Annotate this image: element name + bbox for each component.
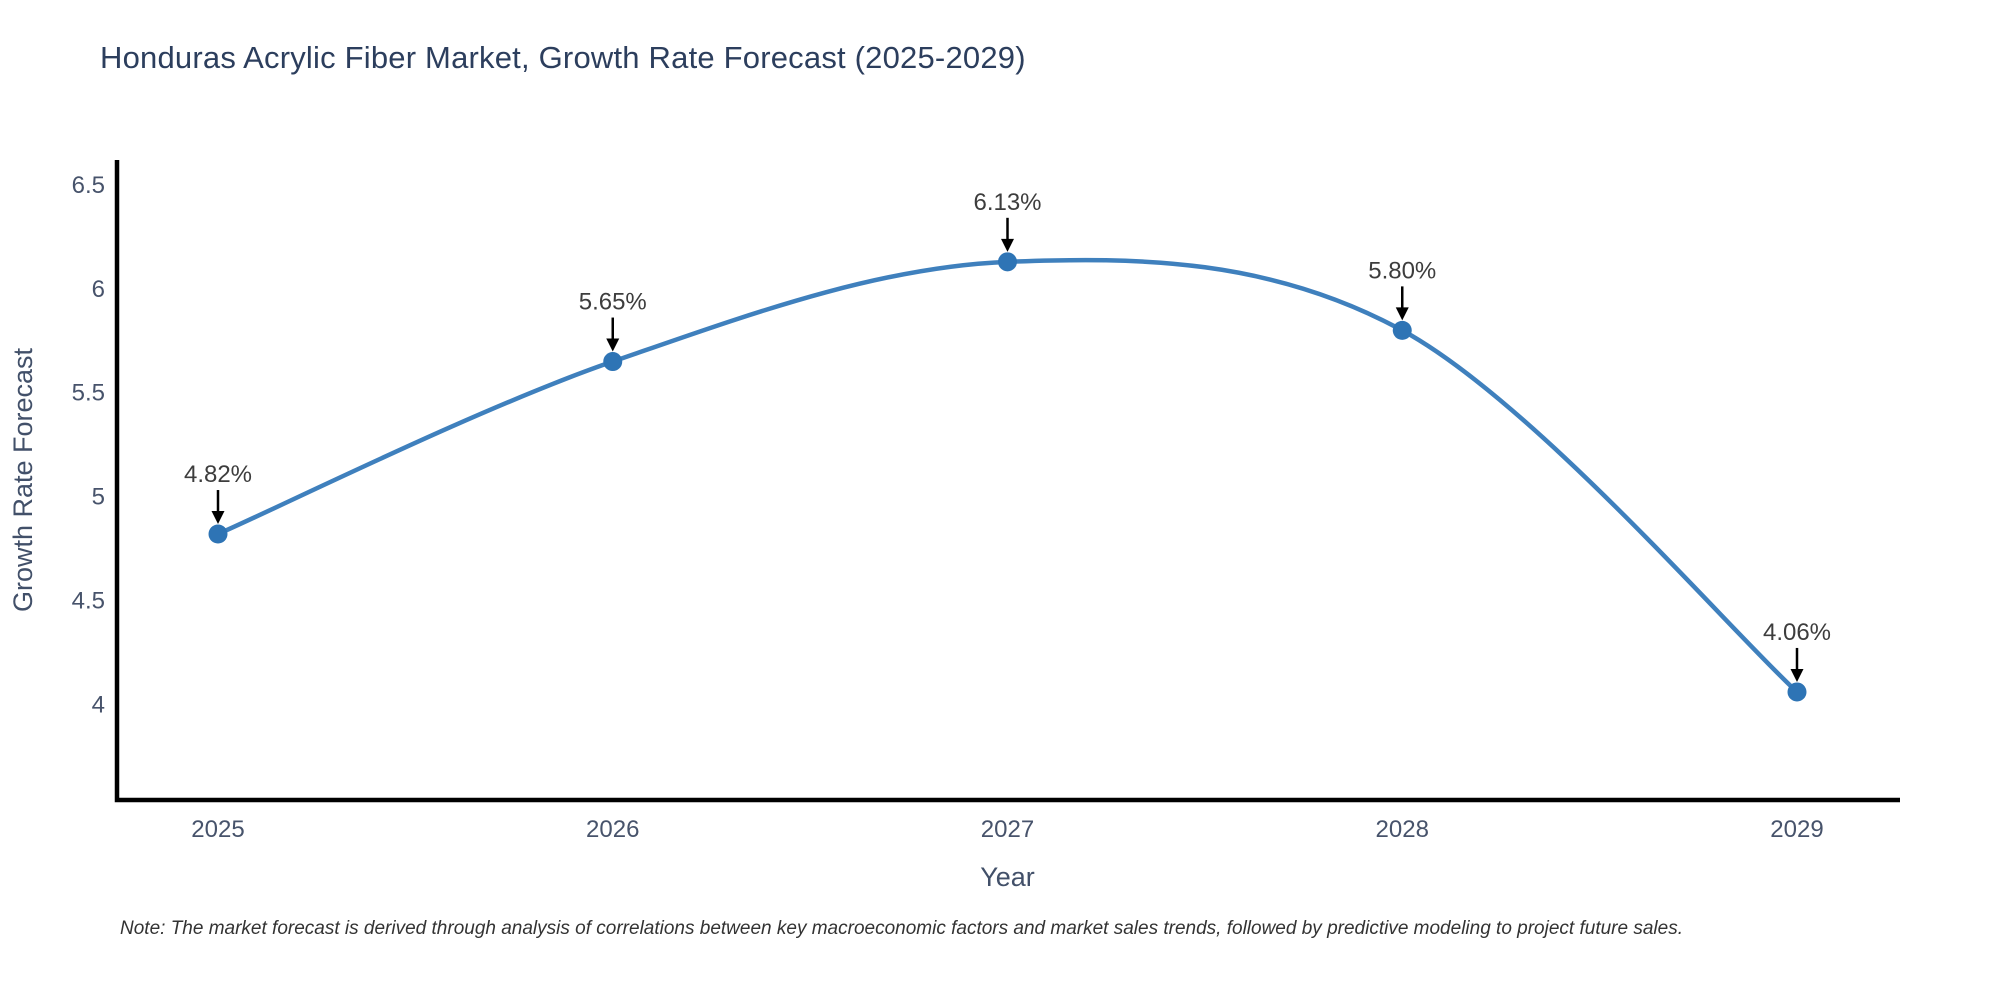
axis-lines — [114, 160, 1900, 803]
y-axis-title: Growth Rate Forecast — [8, 347, 38, 612]
data-point-marker — [1787, 682, 1807, 702]
data-point-label: 6.13% — [973, 189, 1041, 216]
y-tick-label: 5.5 — [72, 380, 105, 407]
x-tick-label: 2029 — [1770, 816, 1823, 843]
x-tick-label: 2028 — [1376, 816, 1429, 843]
data-point-marker — [998, 252, 1017, 272]
data-point-label: 4.82% — [184, 461, 252, 488]
data-point-marker — [208, 524, 228, 544]
data-point-label: 5.65% — [579, 289, 647, 316]
x-axis-title: Year — [980, 862, 1035, 892]
annotation-arrowhead — [1790, 668, 1804, 682]
annotation-arrowhead — [1001, 238, 1014, 252]
annotation-arrowhead — [211, 511, 225, 525]
annotation-arrowhead — [1395, 307, 1409, 321]
forecast-line — [215, 257, 1800, 695]
x-tick-label: 2026 — [586, 816, 639, 843]
data-point-marker — [603, 352, 623, 372]
y-tick-label: 6.5 — [72, 172, 105, 199]
y-tick-label: 6 — [92, 276, 105, 303]
data-point-label: 5.80% — [1368, 257, 1436, 284]
x-tick-label: 2027 — [981, 816, 1034, 843]
data-point-marker — [1392, 320, 1412, 340]
y-tick-label: 4.5 — [72, 588, 105, 615]
y-tick-label: 4 — [92, 691, 105, 718]
x-tick-label: 2025 — [191, 816, 244, 843]
y-tick-label: 5 — [92, 484, 105, 511]
chart-title: Honduras Acrylic Fiber Market, Growth Ra… — [100, 40, 1026, 75]
data-point-label: 4.06% — [1763, 619, 1831, 646]
footnote: Note: The market forecast is derived thr… — [120, 918, 1683, 939]
annotation-arrowhead — [606, 338, 620, 352]
